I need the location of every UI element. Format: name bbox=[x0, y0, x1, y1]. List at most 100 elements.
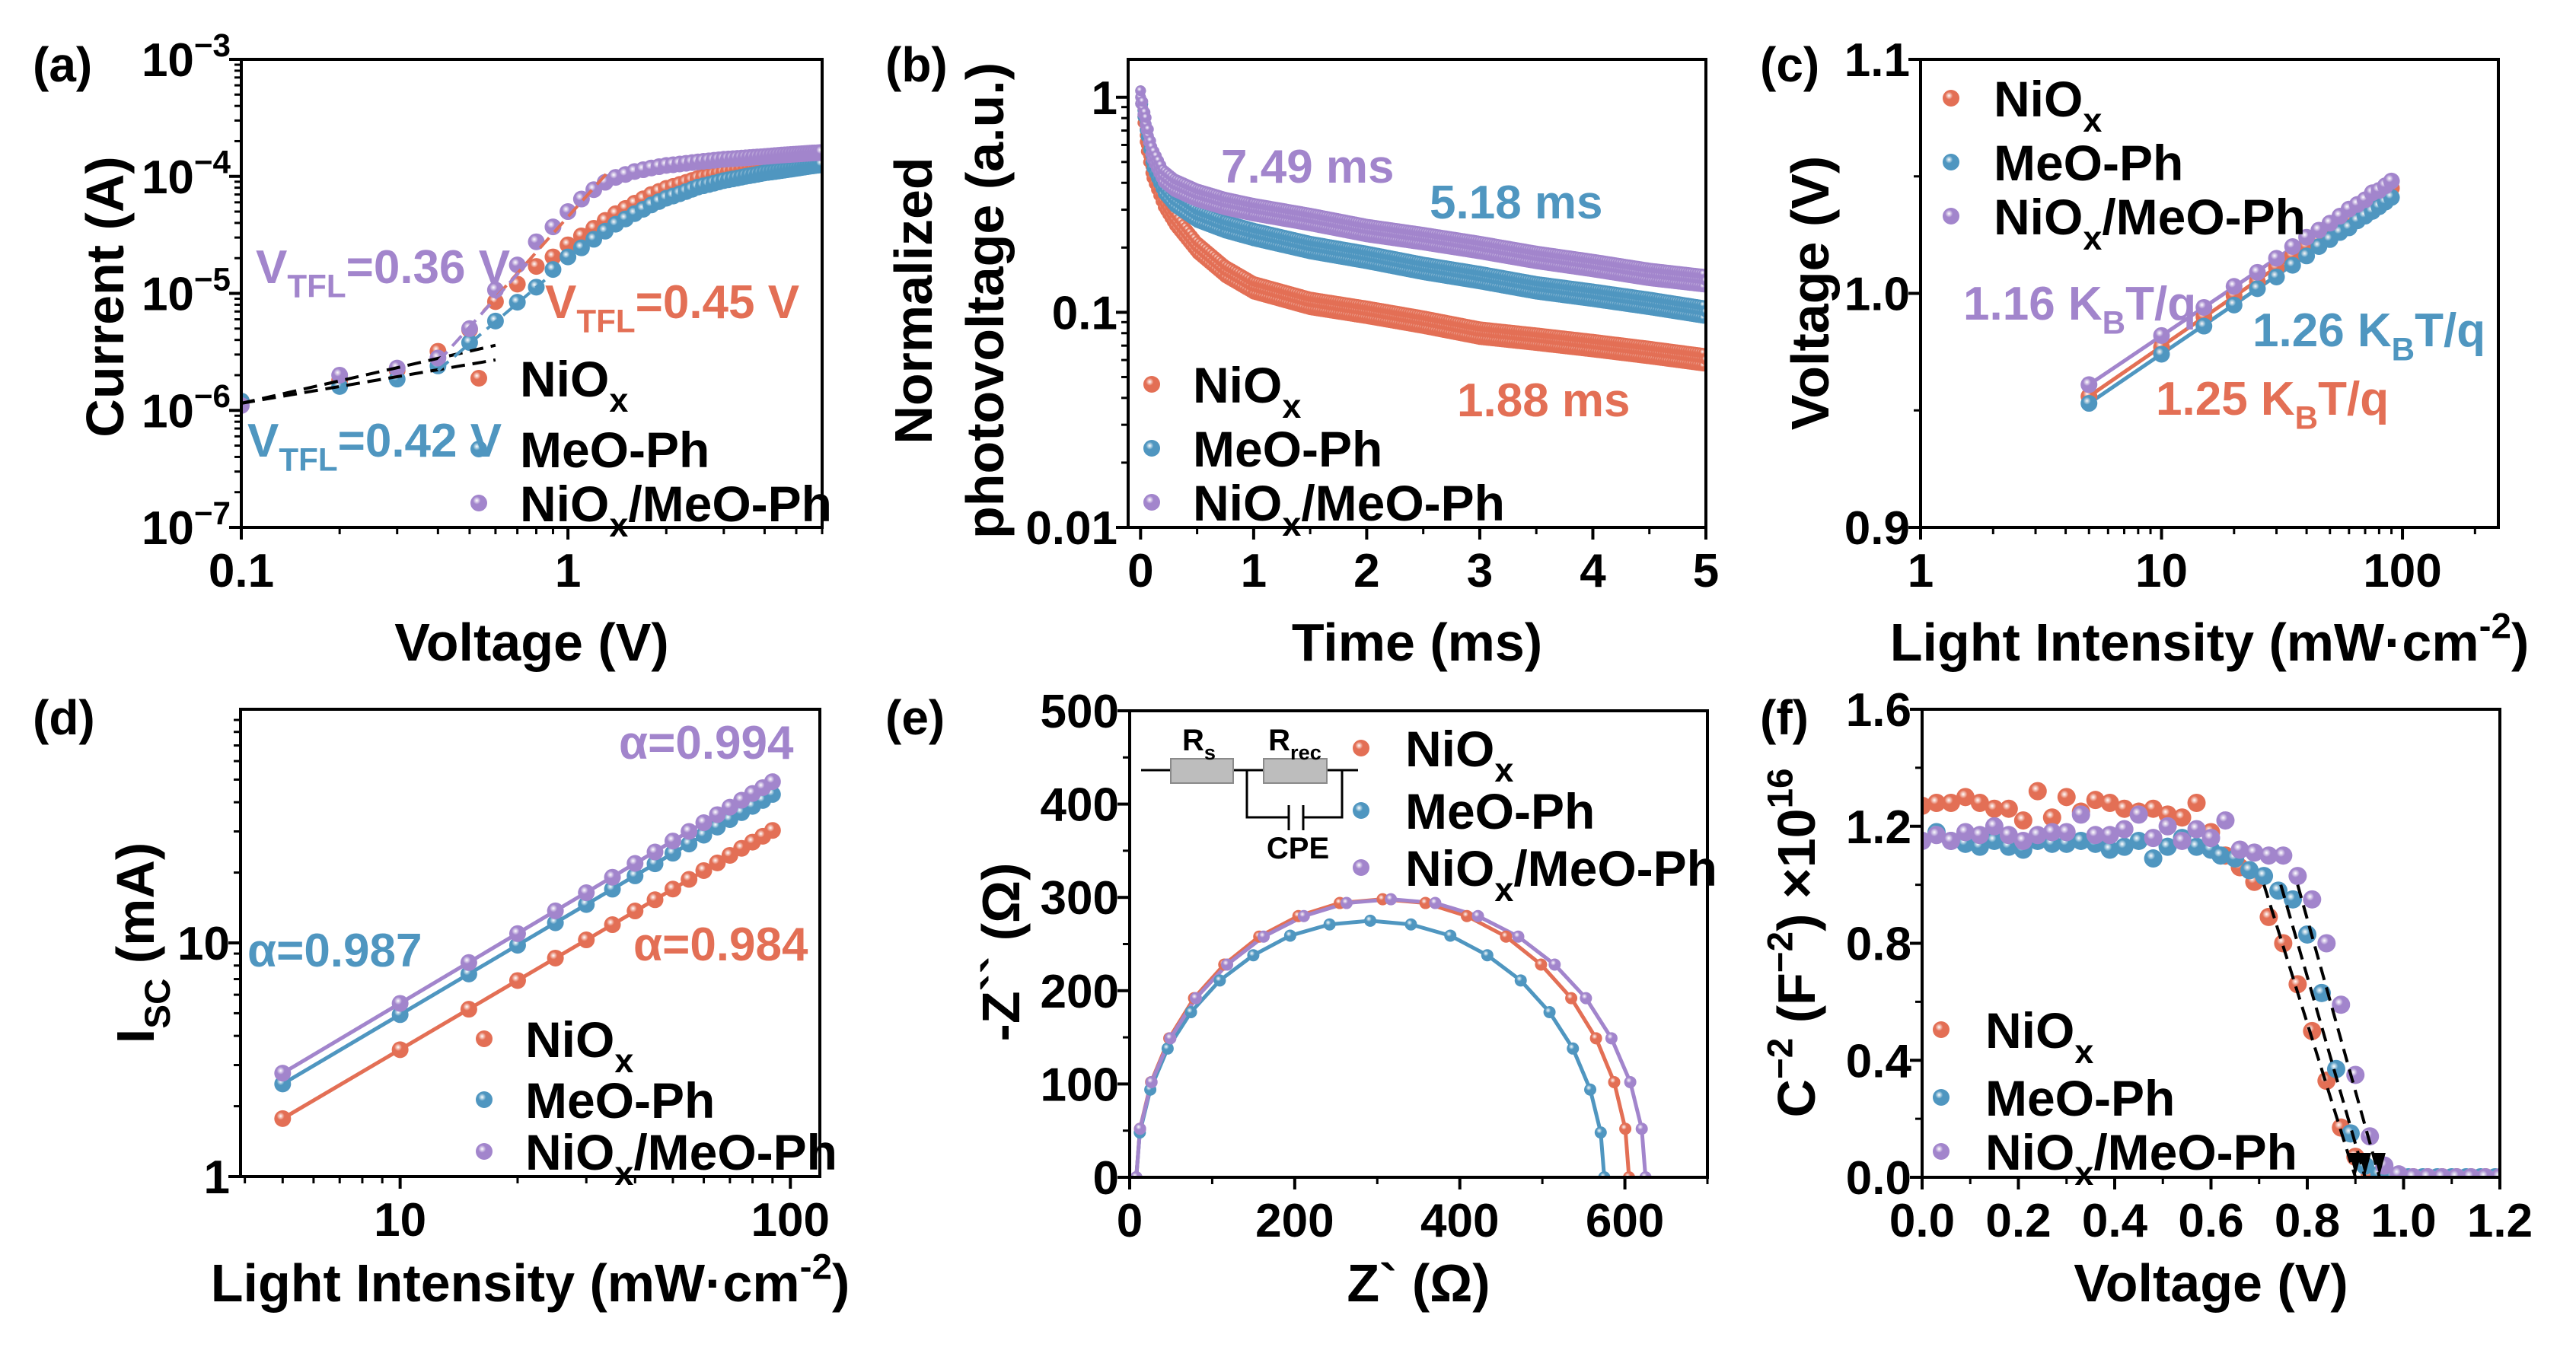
data-point bbox=[2317, 934, 2336, 953]
y-axis-title: Normalized bbox=[884, 157, 943, 444]
y-tick-label: 300 bbox=[1041, 872, 1119, 925]
data-point bbox=[2144, 799, 2163, 818]
data-point bbox=[764, 773, 781, 791]
legend-marker bbox=[470, 370, 487, 387]
data-point bbox=[2080, 395, 2098, 412]
legend-marker bbox=[476, 1091, 493, 1108]
data-point bbox=[2326, 1059, 2345, 1078]
text-segment: photovoltage (a.u.) bbox=[955, 62, 1015, 539]
y-tick-label: 0.1 bbox=[1052, 287, 1117, 339]
legend-marker bbox=[1353, 740, 1369, 756]
panel-e: (e) 0 200 400 600 0 100 200 300 400 500 Z` (Ω) -Z`` … bbox=[885, 686, 1717, 1313]
data-point bbox=[1548, 958, 1561, 971]
y-tick-label: 100 bbox=[1041, 1059, 1119, 1111]
text-segment: NiO bbox=[1405, 840, 1494, 896]
x-tick-label: 1 bbox=[1908, 545, 1934, 597]
fit-line bbox=[241, 358, 496, 405]
data-point bbox=[2195, 298, 2213, 316]
data-point bbox=[664, 845, 681, 862]
y-tick-label: 500 bbox=[1041, 686, 1119, 738]
legend-label: NiOx bbox=[520, 351, 628, 419]
data-point bbox=[2268, 268, 2285, 285]
x-tick-label: 0.1 bbox=[209, 545, 274, 597]
text-segment: α=0.987 bbox=[247, 925, 422, 977]
data-point bbox=[1364, 914, 1377, 927]
text-segment: T/q bbox=[2125, 278, 2196, 330]
y-tick-label: 10−4 bbox=[142, 145, 231, 204]
data-point bbox=[1247, 949, 1260, 962]
fit-line bbox=[2279, 884, 2367, 1177]
text-segment: -Z`` (Ω) bbox=[971, 863, 1031, 1042]
intercept-arrow-icon bbox=[2358, 1153, 2371, 1176]
data-point bbox=[2153, 346, 2170, 363]
data-point bbox=[1589, 1032, 1602, 1045]
panel-label: (a) bbox=[33, 37, 92, 92]
series-markers bbox=[1130, 914, 1611, 1177]
annotation-label: VTFL=0.45 V bbox=[545, 276, 799, 339]
data-point bbox=[547, 902, 564, 919]
data-point bbox=[391, 1041, 409, 1059]
text-segment: x bbox=[614, 1041, 633, 1080]
x-tick-label: 1 bbox=[555, 545, 581, 597]
y-tick-label: 200 bbox=[1041, 966, 1119, 1018]
data-point bbox=[509, 937, 526, 954]
text-segment: 10 bbox=[142, 151, 194, 204]
data-point bbox=[764, 822, 781, 839]
text-segment: x bbox=[2083, 218, 2102, 257]
data-point bbox=[2274, 934, 2293, 953]
text-segment: NiO bbox=[1994, 189, 2083, 245]
text-segment: =0.42 V bbox=[338, 415, 502, 467]
x-axis-title: Voltage (V) bbox=[2074, 1253, 2348, 1313]
data-point bbox=[681, 836, 698, 853]
axis-ticks: 0 200 400 600 0 100 200 300 400 500 bbox=[1041, 686, 1709, 1247]
data-point bbox=[2028, 826, 2047, 845]
text-segment: T/q bbox=[2318, 373, 2389, 425]
y-tick-label: 0.8 bbox=[1846, 919, 1911, 971]
data-point bbox=[2303, 1021, 2322, 1040]
legend-marker bbox=[1143, 376, 1160, 393]
text-segment: Current (A) bbox=[75, 156, 135, 437]
data-point bbox=[2274, 846, 2293, 865]
text-segment: Time (ms) bbox=[1292, 613, 1542, 672]
axis-ticks: 10 100 10 1 bbox=[177, 718, 830, 1247]
text-segment: Voltage (V) bbox=[394, 613, 668, 672]
data-point bbox=[2462, 1168, 2481, 1177]
data-point bbox=[2071, 831, 2090, 850]
data-point bbox=[2173, 831, 2192, 850]
data-point bbox=[695, 814, 713, 832]
text-segment: NiO bbox=[1994, 71, 2083, 127]
y-tick-label: 0.0 bbox=[1846, 1152, 1911, 1205]
text-segment: NiO bbox=[520, 476, 609, 532]
series-markers bbox=[1135, 85, 1706, 293]
legend-label: NiOx/MeO-Ph bbox=[1994, 189, 2306, 257]
text-segment: MeO-Ph bbox=[1405, 783, 1595, 839]
data-point bbox=[1941, 794, 1960, 812]
series-markers bbox=[274, 773, 781, 1082]
text-segment: 10 bbox=[142, 269, 194, 321]
text-segment: /MeO-Ph bbox=[2093, 1124, 2297, 1180]
data-point bbox=[2288, 975, 2307, 994]
data-point bbox=[1956, 788, 1975, 807]
data-point bbox=[604, 880, 621, 898]
intercept-arrow-icon bbox=[2349, 1153, 2362, 1176]
legend-label: MeO-Ph bbox=[1405, 783, 1595, 839]
text-segment: 7.49 ms bbox=[1221, 141, 1395, 193]
x-axis-title: Light Intensity (mW·cm-2) bbox=[1890, 607, 2530, 672]
x-tick-label: 1 bbox=[1241, 545, 1267, 597]
text-segment: 1.26 K bbox=[2252, 304, 2392, 357]
legend-label: NiOx bbox=[1193, 357, 1301, 425]
x-tick-label: 200 bbox=[1255, 1195, 1334, 1247]
data-point bbox=[664, 880, 681, 898]
text-segment: α=0.994 bbox=[619, 717, 794, 769]
data-point bbox=[2404, 1168, 2423, 1177]
panel-label: (b) bbox=[885, 37, 948, 92]
text-segment: /MeO-Ph bbox=[1301, 475, 1505, 531]
text-segment: =0.36 V bbox=[346, 241, 510, 294]
panel-f: (f) 0.0 0.2 0.4 0.6 0.8 1.0 1.2 0.0 0.4 0.8 1.2 1.6 V… bbox=[1760, 684, 2533, 1313]
text-segment: x bbox=[1282, 387, 1301, 425]
plot-frame bbox=[1921, 708, 2501, 1179]
legend-label: NiOx/MeO-Ph bbox=[1193, 475, 1505, 543]
data-point bbox=[560, 248, 577, 266]
data-point bbox=[528, 258, 545, 275]
y-tick-label: 0.9 bbox=[1844, 502, 1910, 555]
